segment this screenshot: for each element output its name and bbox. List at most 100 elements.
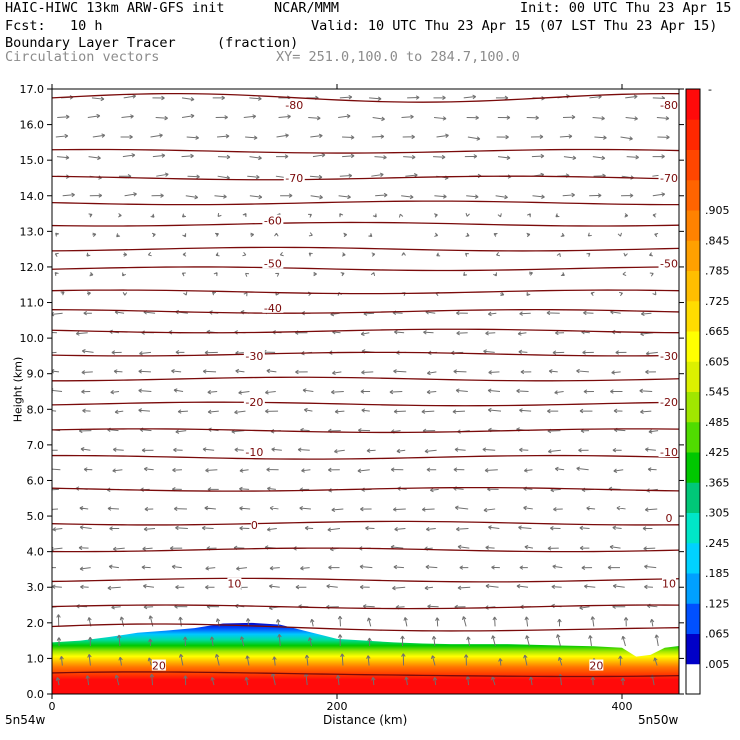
circulation-vector [359,564,373,569]
circulation-vector [81,370,93,375]
temperature-contour [52,428,679,434]
circulation-vector [401,252,406,256]
contour-label-bg [151,659,166,671]
circulation-vector [552,350,565,355]
circulation-vector [393,329,405,335]
circulation-vector [612,525,622,530]
circulation-vector [59,656,64,666]
circulation-vector [394,527,406,532]
y-tick-label: 6.0 [27,474,45,487]
circulation-vector [431,635,437,647]
circulation-vector [173,506,187,511]
circulation-vector [308,213,312,218]
circulation-vector [340,272,345,277]
circulation-vector [552,564,563,569]
circulation-vector [547,449,561,454]
circulation-vector [334,449,345,454]
temperature-contour [52,671,679,678]
circulation-vector [519,565,528,570]
circulation-vector [607,565,620,570]
circulation-vector [57,114,70,120]
circulation-vector [310,133,323,139]
circulation-vector [300,566,310,571]
circulation-vector [500,291,505,297]
circulation-vector [245,655,250,666]
field-units: (fraction) [217,35,299,51]
circulation-vector [433,95,446,100]
circulation-vector [148,638,153,646]
x-end-label-right: 5n50w [638,713,679,727]
circulation-vector [424,585,434,591]
circulation-vector [429,487,439,493]
circulation-vector [91,96,105,102]
contour-label-bg [243,446,265,457]
circulation-vector [245,618,251,627]
temperature-contour [52,266,679,272]
circulation-vector [303,407,313,413]
circulation-vector [434,194,447,199]
circulation-vector [75,331,88,336]
circulation-vector [81,389,91,394]
circulation-vector [366,448,376,453]
circulation-vector [590,676,596,686]
contour-label: -80 [285,99,303,112]
circulation-vector [465,676,471,686]
circulation-vector [617,232,622,237]
circulation-vector [389,389,403,395]
contour-label-bg [658,171,679,183]
colorbar-segment [686,421,700,453]
circulation-vector [498,658,503,666]
circulation-vector [269,505,279,511]
circulation-vector [579,545,590,551]
circulation-vector [183,675,188,686]
circulation-vector [518,525,532,530]
circulation-vector [361,370,374,375]
circulation-vector [308,115,321,121]
circulation-vector [249,194,263,200]
circulation-vector [308,252,313,257]
circulation-vector [403,154,416,160]
circulation-vector [465,212,470,217]
cross-section-coords: XY= 251.0,100.0 to 284.7,100.0 [276,49,520,65]
circulation-vector [295,369,308,375]
vectors-label: Circulation vectors [5,49,160,65]
circulation-vector [371,134,385,139]
circulation-vector [359,584,370,590]
circulation-vector [390,467,404,472]
circulation-vector [268,584,280,589]
circulation-vector [217,212,222,217]
circulation-vector [426,389,437,395]
y-tick-label: 1.0 [27,652,45,665]
circulation-vector [360,331,370,336]
circulation-vector [400,635,405,646]
circulation-vector [436,133,449,138]
circulation-vector [175,525,188,531]
circulation-vector [433,213,438,218]
x-end-label-left: 5n54w [5,713,46,727]
circulation-vector [404,676,409,686]
circulation-vector [645,369,656,375]
temperature-contour [52,577,679,583]
circulation-vector [83,467,93,472]
circulation-vector [173,388,184,393]
colorbar-label: .545 [705,386,730,399]
colorbar-segment [686,119,700,150]
circulation-vector [426,467,437,472]
circulation-vector [371,252,376,257]
colorbar-label: .125 [705,597,730,610]
circulation-vector [239,486,250,492]
colorbar-segment [686,240,700,271]
circulation-vector [623,617,629,627]
colorbar-label: .905 [705,204,730,217]
circulation-vector [55,133,69,139]
colorbar-label: .725 [705,295,730,308]
colorbar-label: .485 [705,416,730,429]
circulation-vector [559,134,573,139]
circulation-vector [427,604,439,609]
circulation-vector [205,585,215,590]
circulation-vector [86,291,91,296]
colorbar-segment [686,270,700,302]
circulation-vector [488,370,500,375]
y-tick-label: 17.0 [20,83,45,96]
circulation-vector [181,153,194,159]
